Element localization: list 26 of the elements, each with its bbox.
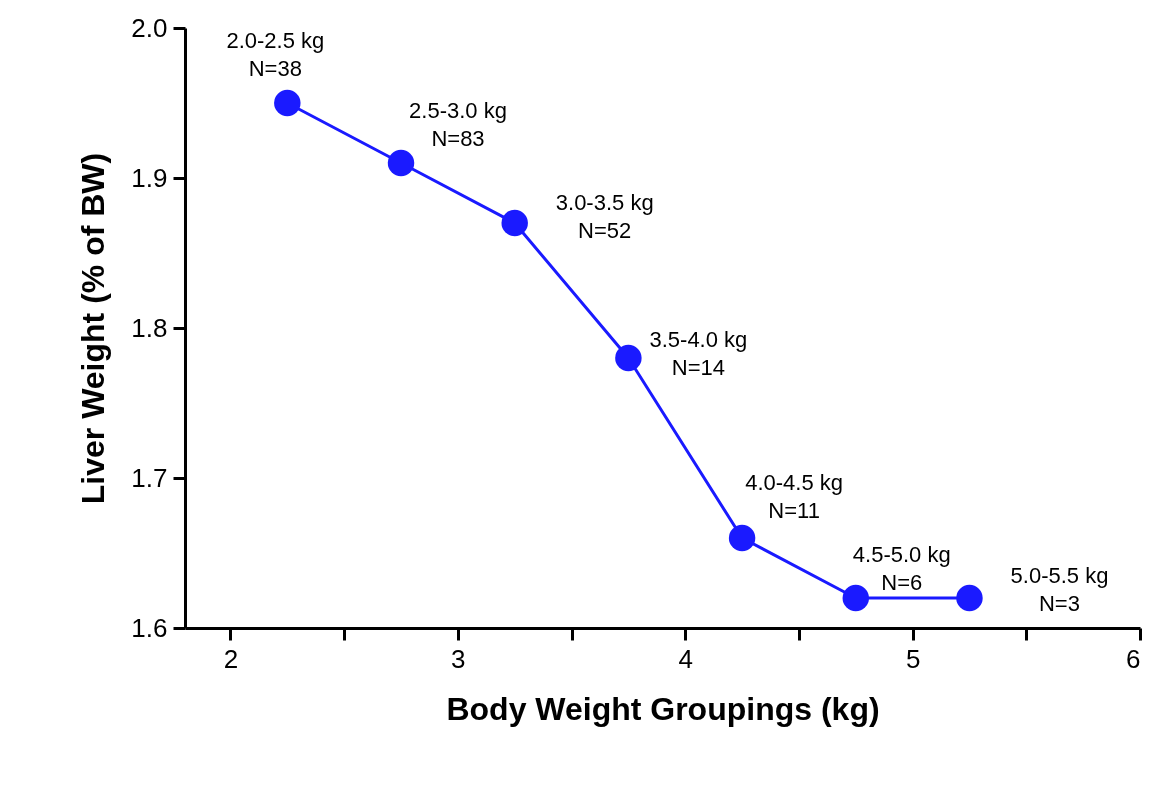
y-tick-label: 2.0 (131, 12, 168, 43)
annotation: 2.0-2.5 kg N=38 (226, 28, 325, 81)
x-tick-label: 2 (223, 643, 239, 674)
annotation: 3.0-3.5 kg N=52 (555, 190, 654, 243)
y-tick-label: 1.8 (131, 312, 168, 343)
y-tick-label: 1.6 (131, 612, 168, 643)
x-axis-title: Body Weight Groupings (kg) (446, 690, 880, 727)
annotation: 3.5-4.0 kg N=14 (649, 327, 748, 380)
y-tick-label: 1.9 (131, 162, 168, 193)
x-tick-label: 4 (678, 643, 693, 674)
point (728, 524, 756, 552)
point (501, 209, 528, 237)
point (387, 149, 415, 177)
annotation: 5.0-5.5 kg N=3 (1010, 563, 1109, 616)
point (274, 89, 301, 117)
annotation: 4.0-4.5 kg N=11 (745, 470, 844, 523)
x-tick-label: 5 (905, 643, 921, 674)
y-axis-title: Liver Weight (% of BW) (75, 152, 112, 505)
y-tick-label: 1.7 (131, 462, 168, 493)
point (956, 584, 983, 612)
point (615, 344, 642, 372)
point (842, 584, 869, 612)
annotation: 4.5-5.0 kg N=6 (852, 542, 951, 595)
annotation: 2.5-3.0 kg N=83 (409, 98, 507, 151)
x-tick-label: 3 (451, 643, 466, 674)
x-tick-label: 6 (1126, 643, 1141, 674)
